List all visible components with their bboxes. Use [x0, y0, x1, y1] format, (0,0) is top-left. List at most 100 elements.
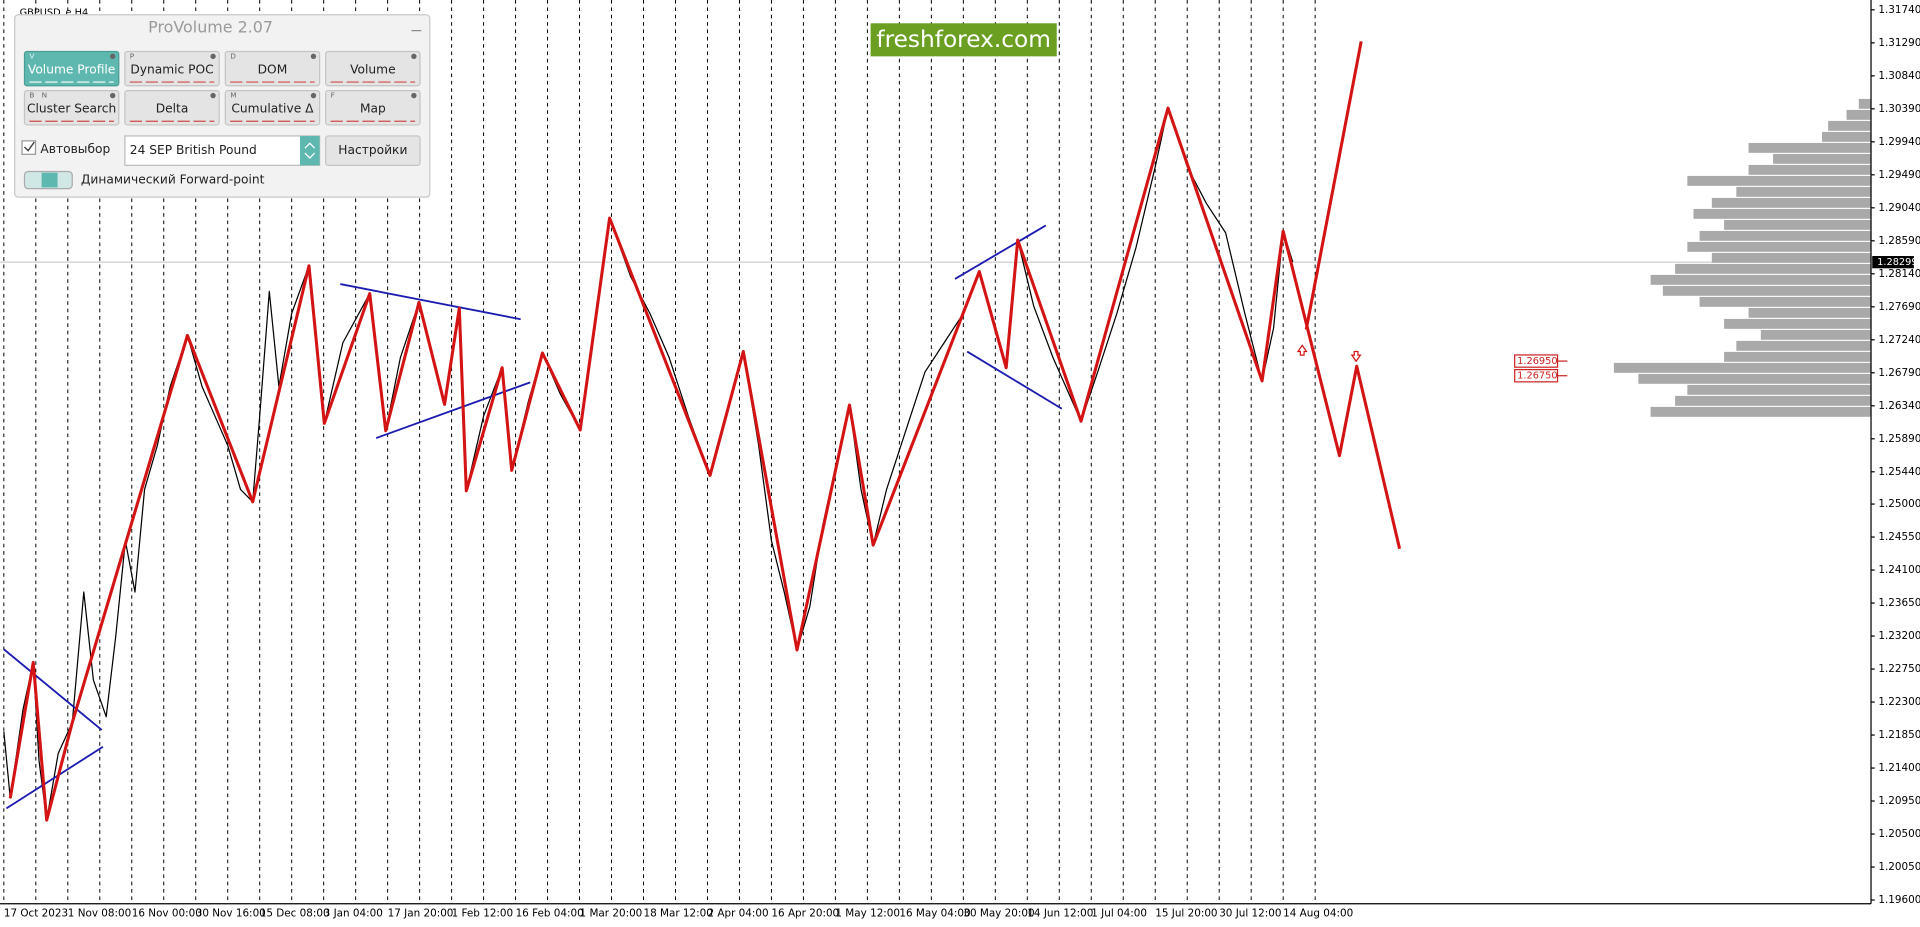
y-tick-label: 1.23650	[1878, 597, 1920, 609]
x-tick-label: 1 Mar 20:00	[580, 908, 643, 920]
x-tick-label: 30 May 20:00	[963, 908, 1034, 920]
y-tick-label: 1.26790	[1878, 367, 1920, 379]
x-tick-label: 1 Nov 08:00	[68, 908, 131, 920]
button-gear	[310, 53, 317, 60]
tool-button-label: Delta	[156, 102, 189, 116]
toggle-knob	[41, 172, 58, 188]
toggle-label: Динамический Forward-point	[81, 173, 265, 187]
tool-button-label: Volume Profile	[28, 62, 115, 76]
y-tick-label: 1.27240	[1878, 334, 1920, 346]
current-price-label: 1.28299	[1877, 257, 1917, 268]
profile-bar	[1828, 120, 1872, 131]
profile-bar	[1711, 197, 1872, 208]
x-tick-label: 14 Aug 04:00	[1283, 908, 1353, 920]
price-line	[5, 745, 104, 810]
price-line	[954, 224, 1047, 280]
hotkey-label: V	[29, 51, 34, 60]
profile-bar	[1699, 296, 1872, 307]
y-tick-label: 1.30390	[1878, 103, 1920, 115]
profile-bar	[1760, 329, 1872, 340]
tool-button[interactable]	[23, 90, 120, 126]
profile-bar	[1724, 318, 1872, 329]
x-tick-label: 1 May 12:00	[835, 908, 900, 920]
y-tick-label: 1.26340	[1878, 400, 1920, 412]
button-gear	[210, 53, 216, 60]
y-tick-label: 1.25440	[1878, 466, 1920, 478]
hotkey-label: M	[230, 91, 236, 100]
profile-bar	[1693, 208, 1872, 219]
tool-button-label: Dynamic POC	[130, 62, 213, 76]
tool-button[interactable]	[325, 50, 421, 87]
profile-bar	[1650, 274, 1872, 285]
symbol-title: GBPUSD_e,H4	[20, 7, 89, 18]
y-tick-label: 1.25890	[1878, 433, 1920, 445]
x-tick-label: 2 Apr 04:00	[707, 908, 768, 920]
profile-bar	[1724, 219, 1872, 230]
watermark: freshforex.com	[870, 23, 1057, 57]
tool-button-label: DOM	[258, 62, 288, 76]
y-tick-label: 1.30840	[1878, 70, 1920, 82]
y-tick-label: 1.24100	[1878, 564, 1920, 576]
y-tick-label: 1.31290	[1878, 37, 1920, 49]
y-tick-label: 1.31740	[1878, 4, 1920, 16]
y-tick-label: 1.28140	[1878, 268, 1920, 280]
level-label: 1.26750	[1517, 371, 1557, 382]
x-tick-label: 30 Jul 12:00	[1219, 908, 1281, 920]
profile-bar	[1687, 384, 1872, 395]
x-tick-label: 18 Mar 12:00	[644, 908, 713, 920]
x-tick-label: 15 Dec 08:00	[260, 908, 330, 920]
profile-bar	[1650, 406, 1872, 417]
spinner-arrows	[304, 142, 316, 159]
profile-bar	[1724, 351, 1872, 362]
tool-button[interactable]	[124, 50, 220, 87]
down-arrow	[1350, 350, 1362, 363]
y-tick-label: 1.28590	[1878, 235, 1920, 247]
profile-bar	[1736, 186, 1872, 197]
price-line	[1304, 41, 1363, 330]
profile-bar	[1846, 109, 1872, 120]
profile-bar	[1736, 340, 1872, 351]
price-line	[8, 106, 1402, 822]
profile-bar	[1675, 395, 1872, 406]
button-gear	[310, 92, 317, 99]
tool-button[interactable]	[23, 50, 120, 87]
select-spinner[interactable]	[300, 135, 320, 166]
tool-button[interactable]	[224, 50, 321, 87]
y-tick-label: 1.29490	[1878, 169, 1920, 181]
tool-button[interactable]	[124, 90, 220, 126]
y-tick-label: 1.27690	[1878, 301, 1920, 313]
profile-bar	[1711, 252, 1872, 263]
x-tick-label: 17 Jan 20:00	[388, 908, 454, 920]
profile-bar	[1687, 241, 1872, 252]
tool-button-label: Cluster Search	[27, 102, 116, 116]
tool-button[interactable]	[325, 90, 421, 126]
tool-button-label: Volume	[350, 62, 396, 76]
profile-bar	[1675, 263, 1872, 274]
level-label: 1.26950	[1517, 356, 1557, 367]
settings-label: Настройки	[338, 143, 407, 157]
button-gear	[411, 53, 417, 60]
x-tick-label: 1 Feb 12:00	[452, 908, 514, 920]
button-gear	[411, 92, 417, 99]
price-line	[966, 350, 1063, 410]
profile-bar	[1822, 131, 1872, 142]
profile-bar	[1613, 362, 1872, 373]
y-tick-label: 1.29040	[1878, 202, 1920, 214]
button-gear	[109, 92, 116, 99]
x-tick-label: 17 Oct 2023	[4, 908, 68, 920]
watermark-box	[870, 23, 1057, 57]
current-price-tag	[1872, 256, 1914, 269]
profile-bar	[1773, 153, 1872, 164]
settings-button[interactable]	[325, 135, 421, 166]
hotkey-label: D	[230, 51, 236, 60]
watermark-text: freshforex.com	[876, 26, 1051, 53]
x-tick-label: 1 Jul 04:00	[1091, 908, 1147, 920]
hotkey-label: N	[42, 91, 47, 100]
instrument-text: 24 SEP British Pound	[130, 143, 257, 157]
x-tick-label: 15 Jul 20:00	[1155, 908, 1217, 920]
profile-bar	[1858, 98, 1872, 109]
tool-button[interactable]	[224, 90, 321, 126]
profile-bar	[1662, 285, 1872, 296]
y-tick-label: 1.20050	[1878, 861, 1920, 873]
